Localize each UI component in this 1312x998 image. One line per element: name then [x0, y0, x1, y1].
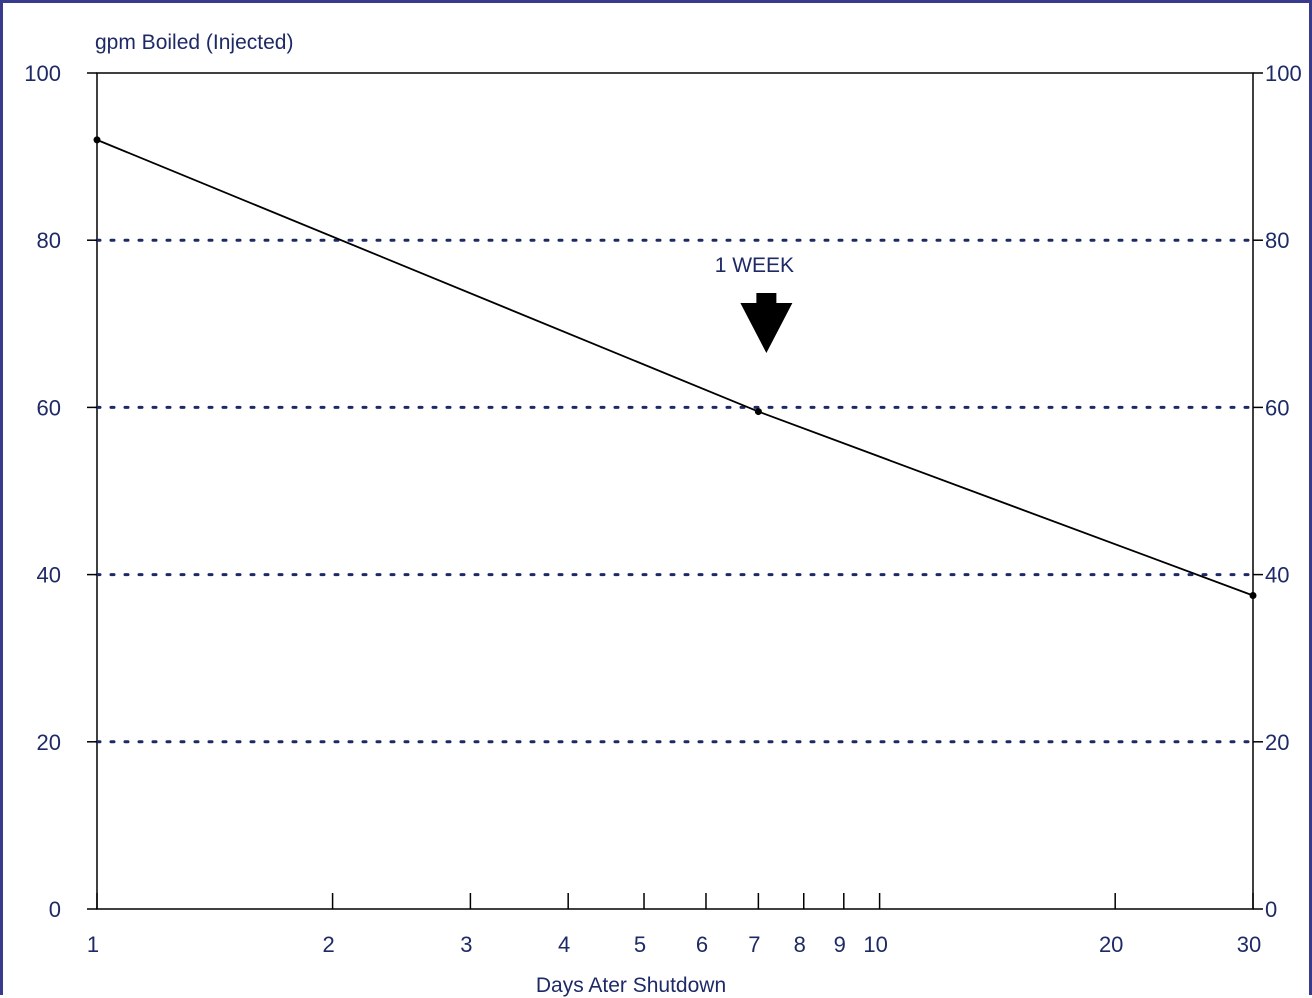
y-tick-label-right-40: 40 [1265, 563, 1289, 588]
x-tick-label-30: 30 [1237, 932, 1261, 957]
annotation-arrow [740, 293, 793, 353]
y-tick-label-left-80: 80 [37, 228, 61, 253]
annotation-label: 1 WEEK [715, 254, 794, 277]
y-axis-title: gpm Boiled (Injected) [95, 31, 293, 54]
x-tick-label-1: 1 [87, 932, 99, 957]
x-axis-title: Days Ater Shutdown [536, 974, 726, 997]
x-ticks: 1 2 3 4 5 6 7 8 9 10 20 30 [87, 893, 1261, 957]
y-ticks: 0 0 20 20 40 40 60 60 80 80 100 100 [24, 61, 1301, 922]
y-tick-label-right-20: 20 [1265, 730, 1289, 755]
y-tick-label-right-60: 60 [1265, 395, 1289, 420]
data-point-0-2 [1249, 592, 1257, 599]
y-tick-label-left-0: 0 [49, 897, 61, 922]
x-tick-label-4: 4 [558, 932, 570, 957]
x-tick-label-2: 2 [322, 932, 334, 957]
series-line-0 [96, 139, 1254, 597]
x-tick-label-9: 9 [834, 932, 846, 957]
plot-area [96, 72, 1254, 910]
y-tick-label-right-0: 0 [1265, 897, 1277, 922]
y-tick-label-right-80: 80 [1265, 228, 1289, 253]
y-tick-label-left-40: 40 [37, 563, 61, 588]
y-tick-label-left-20: 20 [37, 730, 61, 755]
x-tick-label-6: 6 [696, 932, 708, 957]
x-tick-label-3: 3 [460, 932, 472, 957]
y-tick-label-left-60: 60 [37, 395, 61, 420]
series [93, 136, 1257, 599]
x-tick-label-5: 5 [634, 932, 646, 957]
y-tick-label-right-100: 100 [1265, 61, 1302, 86]
gridlines [95, 238, 1255, 744]
data-point-0-1 [754, 408, 762, 416]
x-tick-label-20: 20 [1099, 932, 1123, 957]
y-tick-label-left-100: 100 [24, 61, 61, 86]
chart: 0 0 20 20 40 40 60 60 80 80 100 100 1 2 3 4 5 6 7 8 9 10 20 30… [24, 31, 1301, 997]
annotations: 1 WEEK [715, 254, 794, 353]
x-tick-label-10: 10 [863, 932, 887, 957]
data-point-0-0 [93, 136, 101, 144]
x-tick-label-7: 7 [748, 932, 760, 957]
x-tick-label-8: 8 [794, 932, 806, 957]
